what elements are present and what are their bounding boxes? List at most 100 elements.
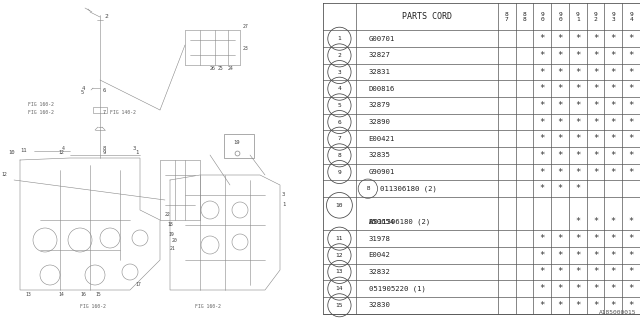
Text: 13: 13: [335, 269, 343, 275]
Text: *: *: [540, 268, 545, 276]
Text: *: *: [593, 51, 598, 60]
Text: 9
4: 9 4: [629, 12, 633, 22]
Text: 32830: 32830: [369, 302, 390, 308]
Text: 9: 9: [103, 150, 106, 156]
Text: 1: 1: [337, 36, 341, 41]
Text: 3: 3: [133, 146, 136, 150]
Text: *: *: [575, 34, 580, 43]
Text: 26: 26: [210, 66, 216, 70]
Text: *: *: [540, 101, 545, 110]
Text: E00421: E00421: [369, 136, 395, 142]
Text: *: *: [575, 68, 580, 76]
Text: G90901: G90901: [369, 169, 395, 175]
Text: 13: 13: [25, 292, 31, 298]
Text: *: *: [540, 301, 545, 310]
Text: *: *: [557, 34, 563, 43]
Text: *: *: [628, 134, 634, 143]
Text: *: *: [611, 151, 616, 160]
Text: *: *: [593, 68, 598, 76]
Text: *: *: [628, 101, 634, 110]
Text: G00701: G00701: [369, 36, 395, 42]
Text: *: *: [611, 84, 616, 93]
Text: *: *: [628, 151, 634, 160]
Text: 8
8: 8 8: [523, 12, 526, 22]
Text: 32890: 32890: [369, 119, 390, 125]
Text: *: *: [593, 251, 598, 260]
Text: 22: 22: [165, 212, 171, 218]
Text: B011306180 (2): B011306180 (2): [369, 219, 430, 225]
Text: 3: 3: [337, 69, 341, 75]
Text: *: *: [611, 134, 616, 143]
Text: FIG 140-2: FIG 140-2: [110, 109, 136, 115]
Text: 5: 5: [337, 103, 341, 108]
Text: *: *: [593, 301, 598, 310]
Text: *: *: [557, 84, 563, 93]
Text: *: *: [557, 101, 563, 110]
Text: 1: 1: [135, 150, 138, 156]
Text: 27: 27: [243, 25, 249, 29]
Text: *: *: [611, 68, 616, 76]
Text: 4: 4: [337, 86, 341, 91]
Text: 19: 19: [234, 140, 240, 146]
Text: FIG 160-2: FIG 160-2: [80, 305, 106, 309]
Text: 6: 6: [103, 87, 106, 92]
Text: *: *: [575, 134, 580, 143]
Text: *: *: [611, 268, 616, 276]
Text: *: *: [593, 34, 598, 43]
Text: 14: 14: [58, 292, 64, 298]
Text: *: *: [540, 34, 545, 43]
Text: *: *: [540, 68, 545, 76]
Text: *: *: [540, 234, 545, 243]
Text: 11: 11: [335, 236, 343, 241]
Text: A50654: A50654: [369, 219, 395, 225]
Text: *: *: [540, 167, 545, 177]
Text: PARTS CORD: PARTS CORD: [402, 12, 452, 21]
Text: 051905220 (1): 051905220 (1): [369, 285, 426, 292]
Text: *: *: [557, 134, 563, 143]
Text: 10: 10: [335, 203, 343, 208]
Text: 7: 7: [103, 109, 106, 115]
Text: *: *: [593, 218, 598, 227]
Text: *: *: [611, 301, 616, 310]
Text: *: *: [593, 234, 598, 243]
Text: *: *: [593, 117, 598, 126]
Text: *: *: [611, 234, 616, 243]
Text: 16: 16: [80, 292, 86, 298]
Text: 9: 9: [337, 170, 341, 174]
Text: 14: 14: [335, 286, 343, 291]
Text: *: *: [593, 84, 598, 93]
Text: FIG 160-2: FIG 160-2: [28, 102, 54, 108]
Text: *: *: [575, 268, 580, 276]
Text: *: *: [557, 234, 563, 243]
Text: *: *: [628, 234, 634, 243]
Text: *: *: [557, 284, 563, 293]
Text: *: *: [557, 151, 563, 160]
Text: *: *: [575, 301, 580, 310]
Text: 32831: 32831: [369, 69, 390, 75]
Text: 8: 8: [103, 146, 106, 150]
Text: 5: 5: [81, 90, 84, 94]
Text: *: *: [593, 151, 598, 160]
Text: *: *: [575, 234, 580, 243]
Text: 23: 23: [243, 45, 249, 51]
Text: *: *: [575, 84, 580, 93]
Text: 17: 17: [135, 283, 141, 287]
Text: *: *: [575, 251, 580, 260]
Text: 2: 2: [337, 53, 341, 58]
Text: E0042: E0042: [369, 252, 390, 258]
Text: 15: 15: [95, 292, 100, 298]
Text: *: *: [557, 68, 563, 76]
Text: 1: 1: [282, 203, 285, 207]
Text: FIG 160-2: FIG 160-2: [28, 109, 54, 115]
Text: *: *: [593, 101, 598, 110]
Text: 12: 12: [335, 253, 343, 258]
Text: *: *: [557, 251, 563, 260]
Text: *: *: [611, 218, 616, 227]
Text: *: *: [557, 117, 563, 126]
Text: *: *: [628, 251, 634, 260]
Text: *: *: [540, 184, 545, 193]
Text: 32832: 32832: [369, 269, 390, 275]
Text: *: *: [557, 167, 563, 177]
Text: *: *: [593, 268, 598, 276]
Text: 4: 4: [82, 85, 85, 91]
